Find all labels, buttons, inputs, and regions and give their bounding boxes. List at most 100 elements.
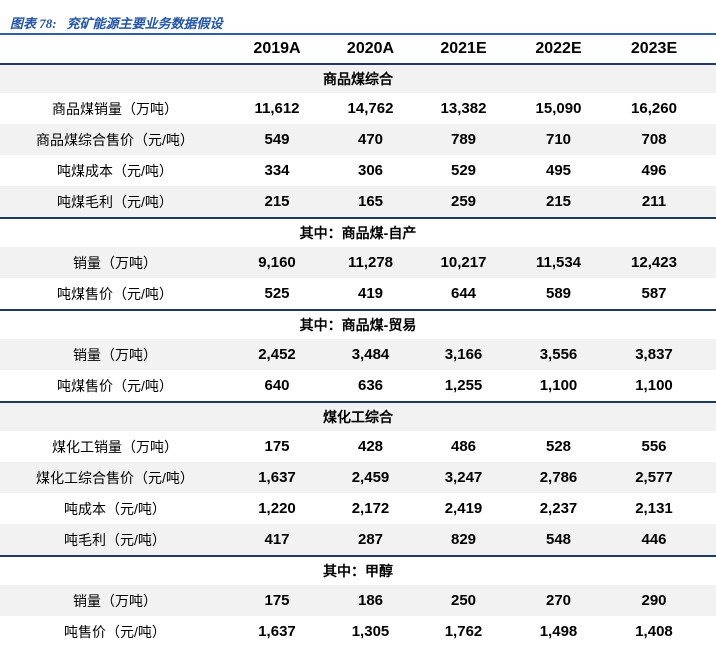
cell-value: 644: [450, 285, 477, 302]
cell-value: 636: [357, 377, 384, 394]
row-label: 销量（万吨）: [73, 254, 157, 271]
caption-rule: [0, 33, 716, 35]
cell-value: 496: [641, 162, 667, 179]
figure-label: 图表 78:: [10, 16, 57, 31]
cell-value: 525: [264, 285, 290, 302]
cell-value: 1,637: [258, 469, 296, 486]
table-row: 商品煤销量（万吨） 11,612 14,762 13,382 15,090 16,260: [0, 93, 716, 124]
cell-value: 250: [450, 592, 477, 609]
cell-value: 2,459: [351, 469, 390, 486]
table-row: 吨煤毛利（元/吨） 215 165 259 215 211: [0, 186, 716, 218]
cell-value: 165: [357, 193, 384, 210]
year-header: 2019A: [230, 35, 324, 65]
cell-value: 211: [641, 193, 667, 210]
cell-value: 2,786: [539, 469, 578, 486]
cell-value: 1,305: [351, 623, 390, 640]
cell-value: 1,637: [258, 623, 296, 640]
assumptions-table: 2019A 2020A 2021E 2022E 2023E 商品煤综合商品煤销量（万吨）…: [0, 35, 716, 647]
cell-value: 2,172: [351, 500, 390, 517]
row-label: 吨煤售价（元/吨）: [57, 285, 173, 302]
figure-title: 兖矿能源主要业务数据假设: [66, 16, 223, 31]
row-label: 吨煤成本（元/吨）: [57, 162, 173, 179]
year-header-row: 2019A 2020A 2021E 2022E 2023E: [0, 35, 716, 65]
section-header: 煤化工综合: [0, 401, 716, 431]
cell-value: 495: [545, 162, 572, 179]
cell-value: 710: [545, 131, 572, 148]
row-label: 吨煤毛利（元/吨）: [57, 193, 173, 210]
cell-value: 419: [357, 285, 384, 302]
cell-value: 529: [450, 162, 477, 179]
table-row: 吨煤售价（元/吨） 640 636 1,255 1,100 1,100: [0, 370, 716, 402]
cell-value: 589: [545, 285, 572, 302]
cell-value: 175: [264, 592, 290, 609]
table-row: 销量（万吨） 9,160 11,278 10,217 11,534 12,423: [0, 247, 716, 278]
cell-value: 14,762: [347, 100, 394, 117]
section-header-row: 商品煤综合: [0, 63, 716, 93]
table-row: 吨煤售价（元/吨） 525 419 644 589 587: [0, 278, 716, 310]
row-label: 煤化工综合售价（元/吨）: [36, 469, 194, 486]
table-row: 吨成本（元/吨） 1,220 2,172 2,419 2,237 2,131: [0, 493, 716, 524]
cell-value: 548: [545, 531, 572, 548]
cell-value: 259: [450, 193, 477, 210]
cell-value: 2,237: [539, 500, 578, 517]
row-label: 吨煤售价（元/吨）: [57, 377, 173, 394]
cell-value: 2,131: [635, 500, 673, 517]
cell-value: 3,556: [539, 346, 578, 363]
section-header: 其中：商品煤-贸易: [0, 309, 716, 339]
section-header: 其中：甲醇: [0, 555, 716, 585]
table-row: 吨售价（元/吨） 1,637 1,305 1,762 1,498 1,408: [0, 616, 716, 647]
cell-value: 1,100: [539, 377, 578, 394]
cell-value: 2,419: [444, 500, 483, 517]
cell-value: 470: [357, 131, 384, 148]
cell-value: 829: [450, 531, 477, 548]
cell-value: 528: [545, 438, 572, 455]
row-label: 商品煤综合售价（元/吨）: [36, 131, 194, 148]
figure-caption: 图表 78: 兖矿能源主要业务数据假设: [0, 0, 716, 31]
cell-value: 417: [264, 531, 290, 548]
cell-value: 2,452: [258, 346, 296, 363]
table-row: 吨毛利（元/吨） 417 287 829 548 446: [0, 524, 716, 556]
cell-value: 3,247: [444, 469, 483, 486]
cell-value: 486: [450, 438, 477, 455]
cell-value: 1,498: [539, 623, 578, 640]
row-label: 商品煤销量（万吨）: [52, 100, 178, 117]
section-header: 其中：商品煤-自产: [0, 217, 716, 247]
cell-value: 15,090: [535, 100, 582, 117]
cell-value: 270: [545, 592, 572, 609]
row-label: 吨售价（元/吨）: [64, 623, 166, 640]
table-row: 商品煤综合售价（元/吨） 549 470 789 710 708: [0, 124, 716, 155]
cell-value: 1,100: [635, 377, 673, 394]
cell-value: 640: [264, 377, 290, 394]
section-header-row: 其中：商品煤-自产: [0, 217, 716, 247]
table-row: 煤化工销量（万吨） 175 428 486 528 556: [0, 431, 716, 462]
corner-cell: [0, 35, 230, 65]
section-header: 商品煤综合: [0, 63, 716, 93]
cell-value: 3,484: [351, 346, 390, 363]
cell-value: 186: [357, 592, 384, 609]
cell-value: 12,423: [631, 254, 677, 271]
cell-value: 3,166: [444, 346, 483, 363]
cell-value: 708: [641, 131, 667, 148]
cell-value: 556: [641, 438, 667, 455]
cell-value: 789: [450, 131, 477, 148]
cell-value: 3,837: [635, 346, 673, 363]
section-header-row: 其中：甲醇: [0, 555, 716, 585]
table-row: 销量（万吨） 175 186 250 270 290: [0, 585, 716, 616]
cell-value: 1,255: [444, 377, 483, 394]
cell-value: 549: [264, 131, 290, 148]
cell-value: 11,278: [347, 254, 394, 271]
cell-value: 446: [641, 531, 667, 548]
cell-value: 16,260: [631, 100, 677, 117]
year-header: 2022E: [510, 35, 607, 65]
cell-value: 2,577: [635, 469, 673, 486]
cell-value: 428: [357, 438, 384, 455]
year-header: 2020A: [324, 35, 417, 65]
row-label: 煤化工销量（万吨）: [52, 438, 178, 455]
cell-value: 13,382: [440, 100, 487, 117]
table-row: 吨煤成本（元/吨） 334 306 529 495 496: [0, 155, 716, 186]
cell-value: 215: [264, 193, 290, 210]
cell-value: 290: [641, 592, 667, 609]
year-header: 2021E: [417, 35, 510, 65]
section-header-row: 其中：商品煤-贸易: [0, 309, 716, 339]
